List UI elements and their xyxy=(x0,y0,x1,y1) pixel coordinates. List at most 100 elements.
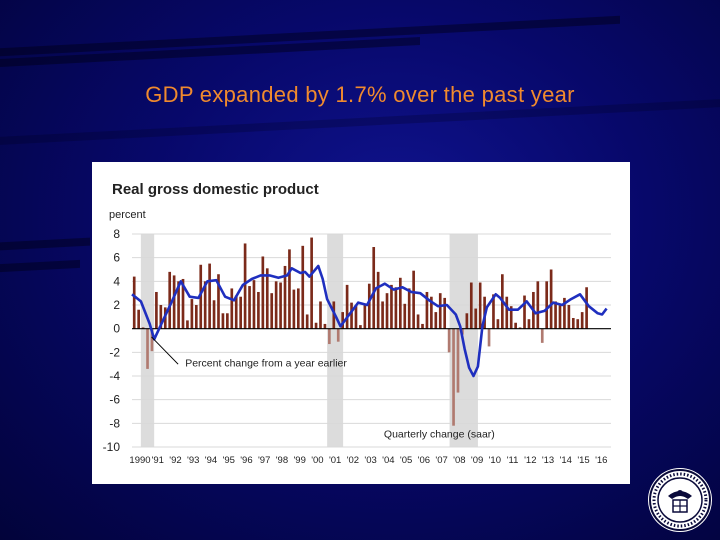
bar xyxy=(310,237,313,329)
bar xyxy=(270,293,274,329)
bar xyxy=(487,328,491,347)
x-tick-label: '13 xyxy=(542,455,554,466)
slide-title: GDP expanded by 1.7% over the past year xyxy=(145,82,575,107)
bar xyxy=(248,286,251,329)
recession-band xyxy=(327,234,344,447)
y-tick-label: 4 xyxy=(113,274,120,288)
x-tick-label: '95 xyxy=(223,455,235,466)
x-tick-labels: 1990'91 '92 '93 '94 '95 '96 '97 '98 '99 '00 '01 '02… xyxy=(129,455,607,466)
x-tick-label: '97 xyxy=(258,455,270,466)
y-tick-label: 0 xyxy=(113,322,120,336)
x-tick-label: '05 xyxy=(400,455,412,466)
y-tick-label: -10 xyxy=(103,440,121,454)
bar xyxy=(252,280,256,329)
bar xyxy=(425,291,429,329)
bar xyxy=(407,288,411,329)
bar xyxy=(536,281,540,329)
bar xyxy=(540,328,544,343)
bar xyxy=(398,277,402,329)
x-tick-label: 1990 xyxy=(129,455,150,466)
bar xyxy=(376,271,380,329)
bar xyxy=(474,308,478,329)
bar xyxy=(545,281,549,329)
bar xyxy=(576,319,580,329)
bar xyxy=(549,269,553,329)
gridlines xyxy=(132,233,611,448)
federal-reserve-seal-icon xyxy=(648,468,712,532)
bar xyxy=(132,276,136,329)
bar xyxy=(558,305,562,329)
bar xyxy=(496,319,500,329)
bar xyxy=(194,305,198,329)
bar xyxy=(190,299,194,329)
bar xyxy=(505,296,509,329)
bar xyxy=(390,284,393,329)
bar xyxy=(554,301,557,329)
bar xyxy=(137,309,140,329)
bar xyxy=(199,264,203,329)
bar xyxy=(292,289,296,329)
bar xyxy=(177,281,180,329)
bar xyxy=(403,303,407,329)
bar xyxy=(159,305,163,329)
bar xyxy=(146,328,149,369)
x-tick-label: '06 xyxy=(418,455,430,466)
bar xyxy=(261,256,265,329)
bar xyxy=(527,319,531,329)
bar xyxy=(217,274,220,329)
x-tick-label: '04 xyxy=(382,455,394,466)
bar xyxy=(585,287,588,329)
bar xyxy=(367,283,371,329)
bar xyxy=(571,318,575,329)
bar xyxy=(150,328,154,352)
bar xyxy=(319,301,322,329)
bar xyxy=(283,265,287,329)
x-tick-label: '10 xyxy=(489,455,501,466)
bar xyxy=(226,313,229,329)
y-tick-label: -2 xyxy=(109,345,120,359)
chart-panel: Real gross domestic product percent 8 6 4 2… xyxy=(92,162,630,484)
bar xyxy=(168,271,172,329)
bar xyxy=(443,297,447,329)
bar xyxy=(257,291,260,329)
bar xyxy=(301,245,305,329)
y-tick-label: 2 xyxy=(113,298,120,312)
bar xyxy=(230,288,234,329)
bar xyxy=(421,323,424,329)
y-tick-label: -4 xyxy=(109,369,120,383)
bar xyxy=(305,314,309,329)
bar xyxy=(288,249,291,329)
x-tick-label: '99 xyxy=(293,455,305,466)
x-tick-label: '02 xyxy=(347,455,359,466)
x-tick-label: '91 xyxy=(152,455,164,466)
bar xyxy=(416,314,420,329)
x-tick-label: '07 xyxy=(435,455,447,466)
bar xyxy=(430,296,433,329)
bar xyxy=(469,282,473,329)
y-tick-label: -6 xyxy=(109,393,120,407)
bar xyxy=(203,281,207,329)
x-tick-label: '15 xyxy=(577,455,589,466)
bar xyxy=(274,281,278,329)
bar xyxy=(221,313,225,329)
bar xyxy=(434,312,438,329)
x-tick-label: '16 xyxy=(595,455,607,466)
bar xyxy=(186,320,189,329)
bar xyxy=(523,295,526,329)
recession-shading xyxy=(140,234,478,447)
bar xyxy=(354,305,358,329)
bar xyxy=(345,284,349,329)
bar xyxy=(234,295,238,329)
x-tick-label: '00 xyxy=(311,455,323,466)
x-tick-label: '92 xyxy=(169,455,181,466)
chart-title: Real gross domestic product xyxy=(112,181,319,198)
bar xyxy=(465,313,469,329)
x-tick-label: '09 xyxy=(471,455,483,466)
x-tick-label: '98 xyxy=(276,455,288,466)
bar xyxy=(350,302,353,329)
line-annotation: Percent change from a year earlier xyxy=(185,358,347,370)
bar xyxy=(328,328,331,345)
bar xyxy=(314,322,318,329)
bar xyxy=(243,243,247,329)
bar xyxy=(336,328,340,342)
